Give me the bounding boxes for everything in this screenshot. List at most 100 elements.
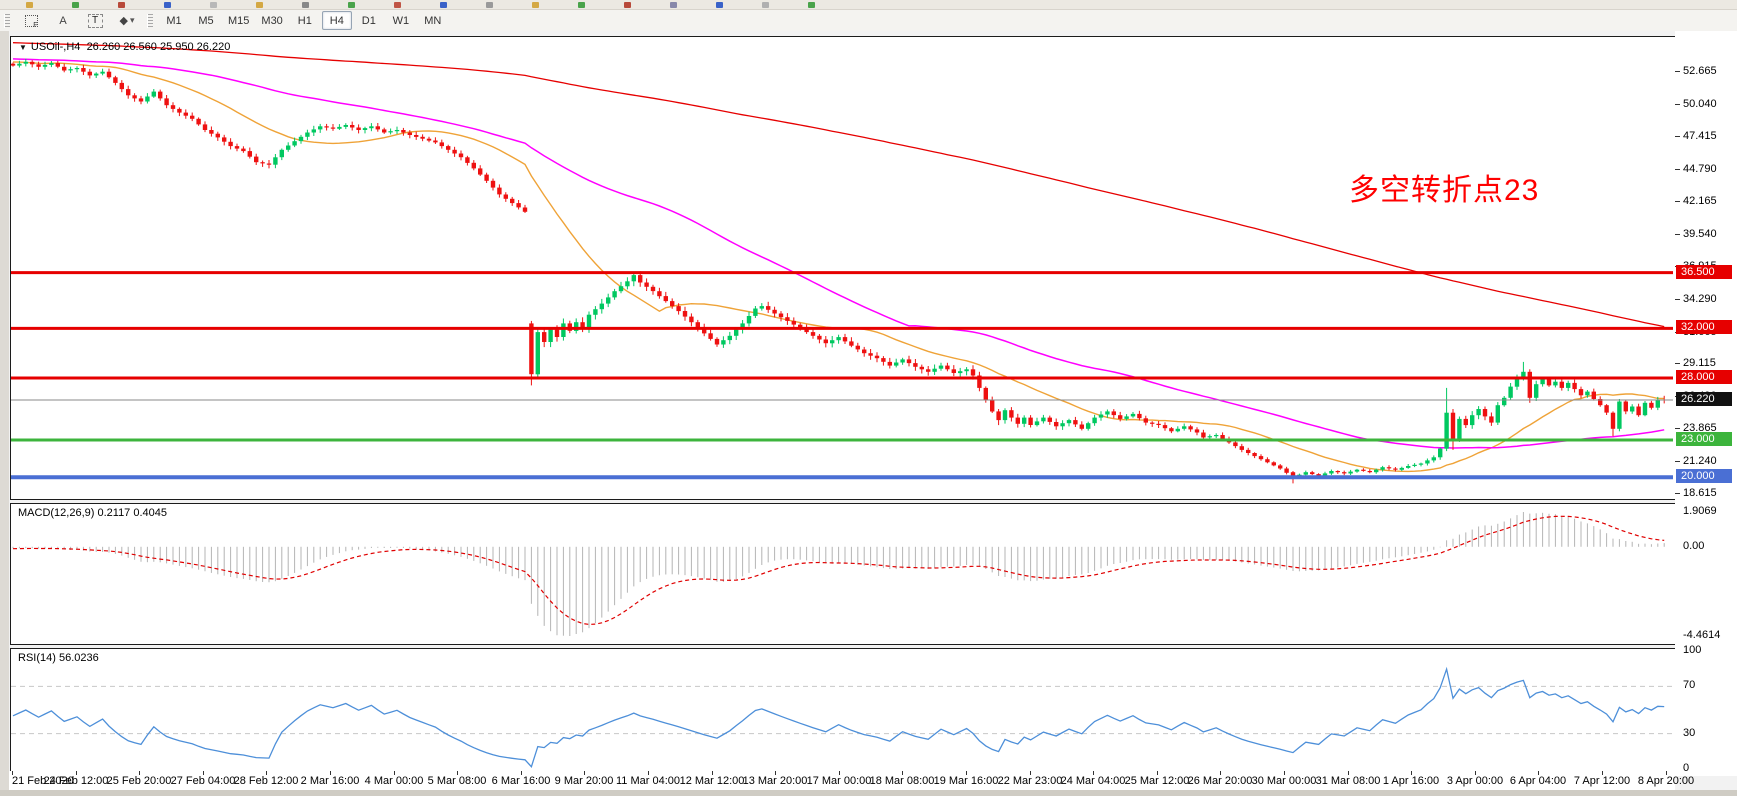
time-label: 6 Apr 04:00	[1509, 775, 1567, 787]
time-label: 3 Apr 00:00	[1446, 775, 1504, 787]
tf-button-MN[interactable]: MN	[424, 14, 442, 27]
clipped-icon-fragment	[164, 2, 171, 8]
time-tick	[839, 771, 840, 775]
time-label: 6 Mar 16:00	[491, 775, 551, 787]
text-label-icon: A	[59, 14, 67, 27]
tf-button-D1[interactable]: D1	[361, 14, 376, 27]
price-tick	[1675, 493, 1680, 494]
rsi-chart[interactable]	[11, 649, 1673, 769]
time-tick	[1284, 771, 1285, 775]
clipped-icon-fragment	[670, 2, 677, 8]
macd-axis-min: -4.4614	[1683, 629, 1721, 641]
time-tick	[1475, 771, 1476, 775]
tf-button-M15[interactable]: M15	[228, 14, 250, 27]
clipped-icon-fragment	[72, 2, 79, 8]
rsi-panel[interactable]: RSI(14) 56.0236	[10, 648, 1676, 772]
price-tick-label: 39.540	[1683, 228, 1717, 240]
symbol-dropdown-icon[interactable]: ▼	[19, 43, 27, 52]
tf-button-M5[interactable]: M5	[198, 14, 214, 27]
price-badge-20.000: 20.000	[1676, 469, 1732, 483]
shapes-button[interactable]: ◆ ▾	[112, 11, 142, 30]
time-tick	[1348, 771, 1349, 775]
price-tick-label: 47.415	[1683, 130, 1717, 142]
price-tick-label: 21.240	[1683, 455, 1717, 467]
price-tick-label: 52.665	[1683, 65, 1717, 77]
price-badge-26.220: 26.220	[1676, 392, 1732, 406]
price-chart-panel[interactable]: ▼ USOil-,H4 26.260 26.560 25.950 26.220 多…	[10, 36, 1676, 500]
time-label: 31 Mar 08:00	[1315, 775, 1381, 787]
tf-button-W1[interactable]: W1	[392, 14, 410, 27]
time-tick	[139, 771, 140, 775]
time-tick	[330, 771, 331, 775]
price-tick-label: 34.290	[1683, 293, 1717, 305]
clipped-icon-fragment	[348, 2, 355, 8]
toolbar-grip[interactable]	[4, 13, 10, 28]
time-tick	[1220, 771, 1221, 775]
time-tick	[1093, 771, 1094, 775]
ma-slow	[12, 42, 1665, 328]
time-tick	[584, 771, 585, 775]
price-tick	[1675, 299, 1680, 300]
time-label: 28 Feb 12:00	[233, 775, 299, 787]
chart-shift-icon: F	[24, 14, 38, 29]
chevron-down-icon: ▾	[129, 15, 135, 25]
time-label: 18 Mar 08:00	[869, 775, 935, 787]
macd-signal-line	[12, 515, 1665, 626]
price-axis[interactable]: 52.66550.04047.41544.79042.16539.54036.9…	[1675, 31, 1737, 776]
time-label: 12 Mar 12:00	[679, 775, 745, 787]
time-label: 24 Mar 04:00	[1060, 775, 1126, 787]
tf-button-M30[interactable]: M30	[261, 14, 283, 27]
tf-button-H1[interactable]: H1	[297, 14, 312, 27]
clipped-icon-fragment	[532, 2, 539, 8]
macd-panel[interactable]: MACD(12,26,9) 0.2117 0.4045	[10, 503, 1676, 645]
tf-button-H4[interactable]: H4	[321, 11, 352, 30]
text-box-icon: T	[87, 13, 103, 28]
time-label: 26 Mar 20:00	[1187, 775, 1253, 787]
price-tick-label: 23.865	[1683, 422, 1717, 434]
ohlc-readout: 26.260 26.560 25.950 26.220	[86, 41, 231, 53]
time-label: 7 Apr 12:00	[1573, 775, 1631, 787]
price-tick	[1675, 71, 1680, 72]
price-chart[interactable]	[11, 37, 1673, 497]
toolbar-grip[interactable]	[147, 13, 153, 28]
text-box-button[interactable]: T	[80, 11, 110, 30]
time-label: 9 Mar 20:00	[554, 775, 614, 787]
time-axis[interactable]: 21 Feb 2020 24 Feb 12:00 25 Feb 20:00 27 Fe…	[9, 771, 1694, 790]
time-label: 5 Mar 08:00	[427, 775, 487, 787]
text-label-button[interactable]: A	[48, 11, 78, 30]
clipped-icon-fragment	[808, 2, 815, 8]
time-tick	[203, 771, 204, 775]
time-tick	[394, 771, 395, 775]
chart-shift-button[interactable]: F	[16, 11, 46, 30]
clipped-icon-fragment	[716, 2, 723, 8]
window-bottom-edge	[0, 790, 1737, 796]
clipped-icon-fragment	[578, 2, 585, 8]
time-tick	[1666, 771, 1667, 775]
macd-chart[interactable]	[11, 504, 1673, 642]
time-label: 25 Mar 12:00	[1124, 775, 1190, 787]
clipped-toolbar-row	[0, 0, 1737, 10]
price-badge-23.000: 23.000	[1676, 432, 1732, 446]
price-tick	[1675, 201, 1680, 202]
ma-medium	[12, 58, 1665, 449]
time-tick	[966, 771, 967, 775]
rsi-line	[12, 666, 1665, 768]
time-tick	[521, 771, 522, 775]
time-label: 22 Mar 23:00	[997, 775, 1063, 787]
time-tick	[902, 771, 903, 775]
time-label: 19 Mar 16:00	[933, 775, 999, 787]
rsi-axis-label: 70	[1683, 679, 1696, 691]
price-tick-label: 44.790	[1683, 163, 1717, 175]
time-tick	[76, 771, 77, 775]
tf-button-M1[interactable]: M1	[166, 14, 182, 27]
price-badge-28.000: 28.000	[1676, 370, 1732, 384]
clipped-icon-fragment	[394, 2, 401, 8]
price-tick	[1675, 136, 1680, 137]
price-tick	[1675, 363, 1680, 364]
price-tick-label: 18.615	[1683, 487, 1717, 499]
symbol-period-label: USOil-,H4	[30, 41, 81, 53]
time-tick	[1157, 771, 1158, 775]
price-tick	[1675, 104, 1680, 105]
clipped-icon-fragment	[486, 2, 493, 8]
